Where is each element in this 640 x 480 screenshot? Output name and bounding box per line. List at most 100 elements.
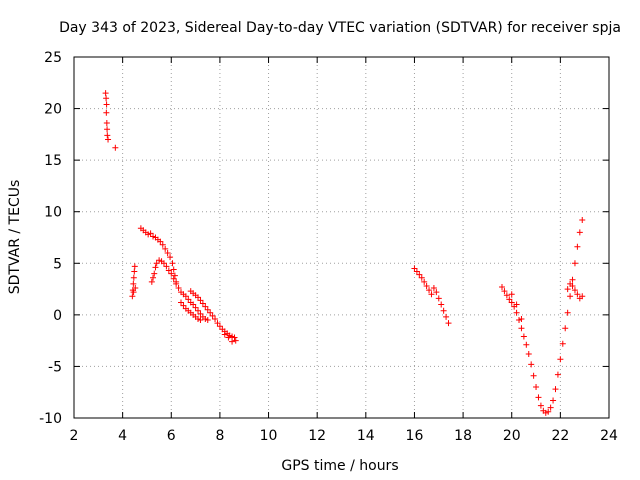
x-tick-label: 8 (215, 428, 224, 444)
data-point (173, 280, 180, 287)
data-point (225, 334, 232, 341)
data-point (535, 394, 542, 401)
data-point (433, 289, 440, 296)
data-point (170, 266, 177, 273)
data-point (178, 299, 184, 306)
data-point (192, 304, 199, 311)
data-point (571, 260, 578, 267)
data-point (525, 351, 532, 358)
data-point (164, 249, 171, 256)
data-point (204, 317, 211, 324)
data-point (131, 263, 138, 270)
data-point (147, 230, 154, 237)
y-tick-label: 5 (53, 256, 62, 272)
y-axis-label: SDTVAR / TECUs (7, 180, 23, 295)
data-point (513, 301, 520, 308)
data-point (221, 331, 228, 338)
data-point (567, 293, 574, 300)
data-point (152, 264, 159, 271)
data-point (508, 299, 515, 306)
data-point (416, 271, 423, 278)
data-point (229, 338, 236, 345)
data-point (195, 307, 202, 314)
data-point (204, 306, 211, 313)
data-point (168, 270, 175, 277)
data-point (421, 278, 428, 285)
y-tick-labels: -10 -5 0 5 10 15 20 25 (39, 50, 62, 427)
chart-title: Day 343 of 2023, Sidereal Day-to-day VTE… (59, 20, 621, 36)
x-tick-label: 14 (357, 428, 375, 444)
data-point (499, 284, 505, 291)
data-point (569, 276, 576, 283)
data-point (513, 309, 520, 316)
data-point (151, 270, 158, 277)
x-tick-label: 24 (600, 428, 618, 444)
data-point (159, 241, 166, 248)
data-point (169, 260, 176, 267)
data-point (207, 309, 214, 316)
x-tick-label: 12 (308, 428, 326, 444)
data-point (528, 361, 535, 368)
data-point (418, 274, 425, 281)
data-point (506, 296, 513, 303)
data-point (440, 307, 447, 314)
data-point (170, 275, 177, 282)
data-point (438, 301, 445, 308)
x-tick-label: 2 (70, 428, 79, 444)
data-point (574, 291, 581, 298)
data-point (103, 120, 110, 127)
data-point (547, 404, 554, 411)
data-point (574, 243, 581, 250)
data-point (523, 341, 530, 348)
data-point (129, 293, 136, 300)
data-point (132, 285, 139, 292)
data-point (130, 280, 137, 287)
data-point (411, 265, 418, 272)
x-tick-label: 20 (503, 428, 521, 444)
data-point (571, 287, 578, 294)
data-point (190, 301, 197, 308)
data-point (175, 285, 182, 292)
data-point (503, 292, 510, 299)
data-point (518, 325, 525, 332)
data-point (212, 315, 219, 322)
data-point (131, 268, 138, 275)
y-tick-label: -10 (39, 411, 62, 427)
data-point (530, 372, 537, 379)
data-point (153, 260, 160, 267)
data-point (199, 300, 206, 307)
data-point (576, 229, 583, 236)
data-point (157, 238, 164, 245)
data-point (162, 245, 169, 252)
x-tick-label: 16 (406, 428, 424, 444)
data-point (163, 263, 170, 270)
data-point (167, 254, 174, 261)
data-point (202, 303, 209, 310)
data-point (231, 334, 238, 341)
data-point (216, 323, 223, 330)
data-point (180, 302, 187, 309)
data-point (428, 291, 435, 298)
data-point (533, 384, 540, 391)
plot-frame (73, 56, 610, 419)
data-point (545, 408, 552, 415)
y-tick-label: 25 (44, 50, 62, 66)
data-point (214, 320, 221, 327)
data-point (423, 282, 430, 289)
data-point (197, 310, 204, 317)
data-point (579, 293, 586, 300)
x-tick-label: 18 (454, 428, 472, 444)
data-point (426, 287, 433, 294)
x-tick-label: 22 (551, 428, 569, 444)
data-point (552, 386, 559, 393)
data-point (232, 337, 239, 344)
data-point (195, 294, 202, 301)
data-point (130, 289, 137, 296)
data-point (445, 320, 452, 327)
data-point (520, 333, 527, 340)
axis-ticks (73, 56, 610, 419)
data-point (103, 109, 110, 116)
data-point (501, 288, 508, 295)
x-axis-label: GPS time / hours (281, 458, 398, 474)
